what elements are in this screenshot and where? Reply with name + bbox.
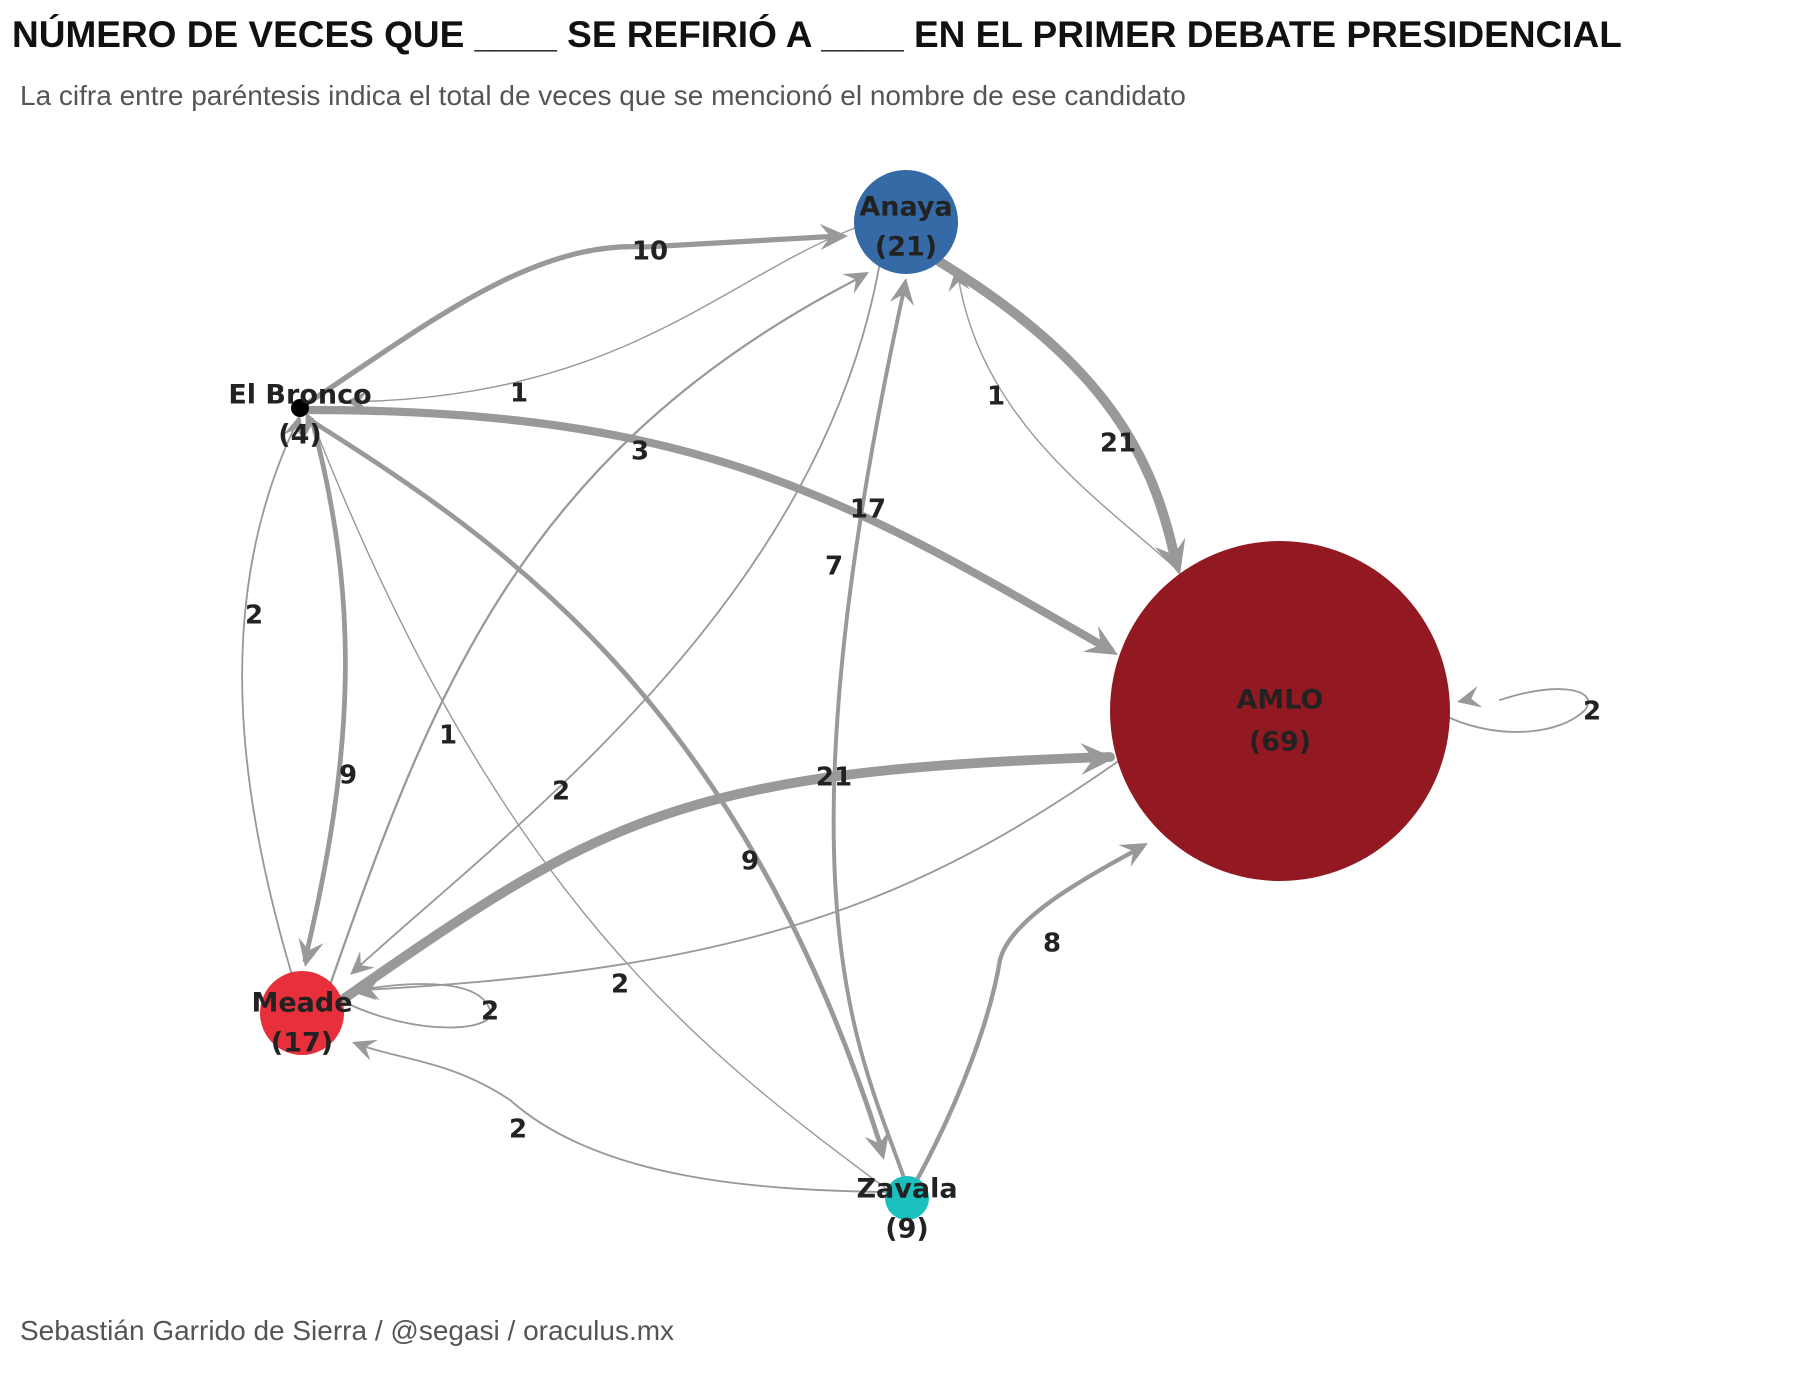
node-zavala-label: Zavala	[856, 1174, 957, 1205]
edge-anaya-to-meade	[354, 261, 881, 971]
node-meade-total: (17)	[271, 1028, 333, 1059]
node-zavala	[885, 1176, 929, 1220]
edge-elbronco-to-anaya-count-label: 10	[632, 237, 668, 267]
edge-anaya-to-amlo	[935, 257, 1178, 555]
node-anaya-label: Anaya	[859, 192, 952, 223]
edge-anaya-to-elbronco-count-label: 1	[510, 379, 528, 409]
edge-meade-to-elbronco-count-label: 2	[245, 601, 263, 631]
edge-meade-to-anaya-arrowhead	[842, 272, 869, 294]
edge-anaya-to-amlo-arrowhead	[1154, 537, 1186, 575]
node-elbronco	[291, 399, 309, 417]
node-zavala-total: (9)	[885, 1214, 928, 1245]
node-meade	[260, 971, 344, 1055]
edge-elbronco-to-amlo-arrowhead	[1082, 625, 1118, 655]
edge-meade-to-elbronco-arrowhead	[283, 415, 305, 441]
edge-meade-to-amlo	[337, 752, 1115, 1005]
edge-elbronco-to-anaya	[297, 233, 843, 411]
node-anaya	[854, 170, 958, 274]
edge-amlo-to-anaya-count-label: 1	[987, 382, 1005, 412]
edge-zavala-to-amlo-arrowhead	[1118, 843, 1148, 868]
edge-meade-to-meade-arrowhead	[352, 978, 377, 1001]
edge-amlo-to-amlo	[1449, 688, 1589, 733]
node-amlo	[1110, 541, 1450, 881]
edge-zavala-to-elbronco-count-label: 1	[439, 721, 457, 751]
edge-zavala-to-meade	[356, 1043, 886, 1193]
node-elbronco-total: (4)	[278, 420, 321, 451]
node-meade-label: Meade	[251, 988, 352, 1019]
edge-amlo-to-amlo-arrowhead	[1457, 686, 1483, 708]
edge-amlo-to-anaya-arrowhead	[948, 268, 970, 293]
edge-anaya-to-meade-count-label: 2	[552, 777, 570, 807]
edge-zavala-to-anaya-count-label: 7	[825, 552, 843, 582]
edge-meade-to-amlo-count-label: 21	[816, 763, 852, 793]
edge-zavala-to-meade-count-label: 2	[509, 1115, 527, 1145]
edge-elbronco-to-amlo-count-label: 17	[850, 495, 886, 525]
edge-anaya-to-elbronco	[339, 227, 856, 403]
edge-amlo-to-anaya	[957, 274, 1173, 566]
edge-elbronco-to-zavala-arrowhead	[864, 1130, 890, 1160]
edge-meade-to-amlo-arrowhead	[1080, 743, 1115, 776]
edge-elbronco-to-meade	[302, 417, 348, 963]
edge-anaya-to-meade-arrowhead	[350, 951, 375, 975]
edge-elbronco-to-meade-arrowhead	[298, 937, 324, 967]
edge-zavala-to-anaya-arrowhead	[889, 278, 914, 306]
edge-zavala-to-meade-arrowhead	[352, 1039, 378, 1061]
edge-zavala-to-amlo	[915, 845, 1143, 1181]
node-anaya-total: (21)	[875, 232, 937, 263]
edge-elbronco-to-zavala-count-label: 9	[741, 847, 759, 877]
node-amlo-total: (69)	[1249, 727, 1311, 758]
chart-title: NÚMERO DE VECES QUE ____ SE REFIRIÓ A __…	[12, 14, 1622, 55]
chart-subtitle: La cifra entre paréntesis indica el tota…	[20, 80, 1186, 111]
edge-amlo-to-meade	[361, 759, 1121, 991]
edge-zavala-to-anaya	[831, 283, 907, 1180]
edge-meade-to-elbronco	[241, 419, 299, 976]
nodes-layer	[260, 170, 1450, 1220]
edge-meade-to-meade	[339, 983, 492, 1029]
edge-elbronco-to-zavala	[307, 417, 885, 1153]
edges-layer	[241, 223, 1589, 1193]
edge-meade-to-meade-count-label: 2	[481, 997, 499, 1027]
edge-amlo-to-meade-count-label: 2	[611, 970, 629, 1000]
edge-meade-to-anaya-count-label: 3	[631, 437, 649, 467]
source-caption: Sebastián Garrido de Sierra / @segasi / …	[20, 1315, 675, 1346]
node-elbronco-label: El Bronco	[228, 380, 371, 411]
node-amlo-label: AMLO	[1237, 685, 1324, 716]
edge-amlo-to-amlo-count-label: 2	[1583, 697, 1601, 727]
labels-layer: 10 1 21 1 17 3 7 2 2 9 1 9 21 2 2 2 8 2 Anaya (21) El Bronco…	[228, 192, 1601, 1245]
edge-zavala-to-elbronco	[311, 419, 889, 1191]
edge-meade-to-anaya	[328, 273, 867, 987]
edge-elbronco-to-amlo	[305, 405, 1115, 655]
edge-elbronco-to-meade-count-label: 9	[339, 761, 357, 791]
edge-zavala-to-amlo-count-label: 8	[1043, 929, 1061, 959]
edge-anaya-to-amlo-count-label: 21	[1100, 429, 1136, 459]
